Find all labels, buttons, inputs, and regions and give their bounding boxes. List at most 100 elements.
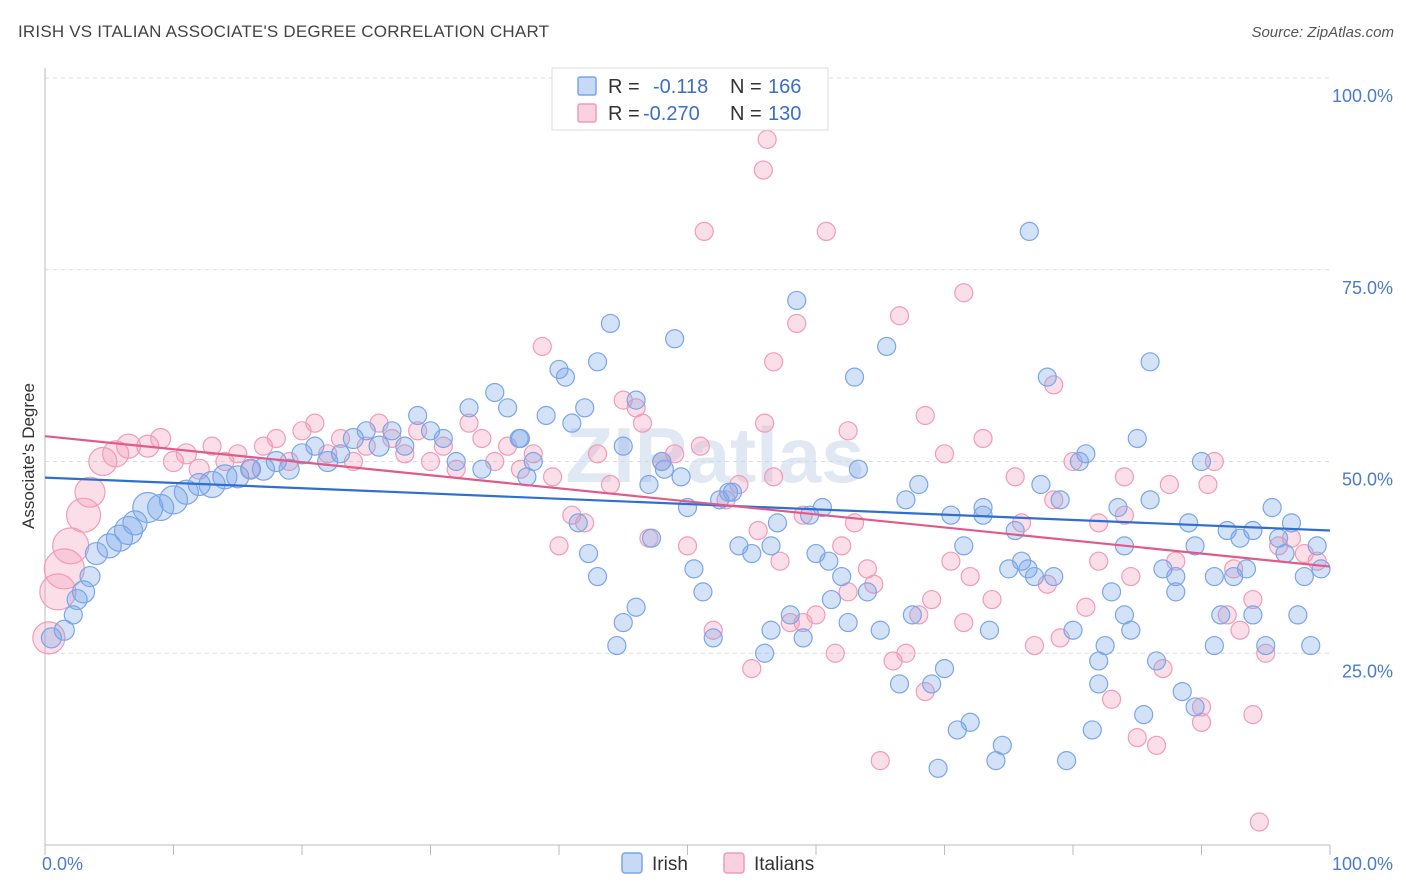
point-irish-124 (1127, 428, 1147, 449)
point-irish-91 (902, 605, 922, 625)
point-italians-60 (754, 413, 775, 433)
point-irish-67 (693, 582, 713, 602)
point-italians-104 (1243, 705, 1263, 725)
point-irish-93 (922, 674, 942, 694)
point-irish-46 (587, 352, 608, 372)
point-irish-92 (909, 474, 929, 495)
point-italians-49 (632, 413, 653, 433)
point-italians-74 (870, 751, 890, 771)
point-italians-78 (915, 681, 935, 702)
point-irish-94 (928, 758, 948, 778)
point-irish-110 (1037, 367, 1057, 387)
point-irish-112 (1050, 490, 1070, 510)
point-italians-44 (575, 513, 595, 533)
point-irish-31 (395, 436, 415, 456)
point-italians-58 (742, 658, 762, 679)
point-irish-105 (1005, 520, 1025, 541)
point-italians-115 (694, 221, 714, 241)
point-italians-12 (175, 443, 197, 465)
point-irish-52 (665, 329, 685, 349)
point-irish-64 (654, 459, 674, 479)
point-italians-55 (703, 620, 723, 640)
point-italians-106 (1256, 643, 1276, 663)
point-italians-54 (690, 436, 710, 456)
point-irish-159 (787, 290, 807, 311)
bottom-legend-swatch-irish (621, 852, 643, 874)
point-italians-7 (102, 440, 130, 468)
point-italians-112 (1121, 566, 1141, 587)
point-italians-84 (973, 428, 993, 449)
legend-n-value-italians: 130 (768, 103, 801, 125)
point-irish-106 (1011, 551, 1032, 571)
point-irish-24 (305, 436, 325, 456)
point-irish-89 (889, 674, 910, 694)
point-irish-133 (1191, 451, 1212, 472)
point-irish-131 (1179, 513, 1199, 533)
point-irish-121 (1108, 497, 1128, 518)
point-irish-55 (517, 467, 537, 487)
point-irish-163 (1224, 566, 1244, 587)
legend-r-label-irish: R = (608, 76, 640, 98)
point-italians-76 (896, 643, 916, 663)
point-italians-105 (1249, 812, 1269, 832)
legend-box (551, 67, 829, 131)
point-irish-83 (838, 612, 858, 633)
point-italians-95 (1114, 467, 1135, 487)
point-italians-89 (1044, 490, 1064, 510)
point-italians-114 (753, 160, 773, 180)
x-tick-labels: 0.0% 100.0% (42, 854, 1393, 874)
point-irish-3 (66, 588, 88, 611)
point-italians-128 (1217, 605, 1237, 625)
point-italians-85 (982, 589, 1002, 610)
point-irish-87 (870, 620, 890, 640)
y-tick-labels: 100.0% 75.0% 50.0% 25.0% (1332, 86, 1393, 681)
point-irish-5 (79, 565, 101, 588)
point-irish-109 (1031, 474, 1051, 495)
point-italians-69 (832, 536, 852, 556)
point-irish-77 (793, 628, 813, 648)
point-irish-66 (684, 559, 704, 579)
point-italians-121 (954, 283, 974, 303)
point-irish-144 (1281, 513, 1302, 533)
y-tick-label-1: 75.0% (1342, 278, 1393, 298)
point-irish-99 (960, 712, 980, 732)
point-irish-151 (1166, 582, 1186, 602)
point-italians-5 (74, 476, 106, 508)
bottom-legend-label-irish: Irish (652, 854, 688, 875)
point-italians-92 (1076, 597, 1096, 617)
point-irish-28 (356, 421, 376, 441)
point-italians-120 (915, 405, 935, 426)
point-irish-39 (498, 398, 518, 418)
point-irish-17 (212, 464, 238, 490)
trendlines (44, 435, 1331, 568)
point-italians-16 (228, 444, 248, 464)
point-italians-124 (1089, 551, 1109, 571)
point-irish-54 (509, 428, 529, 449)
point-italians-82 (954, 612, 974, 633)
source-label: Source: ZipAtlas.com (1251, 24, 1394, 41)
point-italians-35 (472, 428, 492, 449)
point-italians-117 (793, 505, 813, 525)
point-irish-23 (291, 443, 313, 465)
point-irish-57 (568, 513, 588, 533)
point-italians-45 (587, 444, 608, 464)
point-irish-141 (1262, 497, 1282, 518)
point-irish-47 (600, 313, 621, 334)
point-irish-127 (1146, 651, 1167, 671)
point-irish-45 (575, 398, 595, 418)
point-italians-39 (523, 444, 543, 464)
point-irish-103 (992, 735, 1012, 755)
point-irish-48 (613, 436, 633, 456)
legend: R = -0.118 N = 166 R = -0.270 N = 130 (551, 67, 829, 131)
point-italians-64 (787, 313, 807, 334)
legend-n-label-irish: N = (730, 76, 762, 98)
point-irish-42 (536, 405, 556, 426)
point-irish-139 (1243, 520, 1263, 541)
point-irish-68 (703, 628, 723, 648)
point-italians-123 (1044, 375, 1064, 395)
point-irish-1 (53, 619, 75, 641)
point-irish-113 (1056, 751, 1077, 771)
point-irish-148 (1307, 536, 1327, 556)
point-italians-129 (1243, 589, 1263, 610)
point-italians-67 (816, 221, 836, 241)
